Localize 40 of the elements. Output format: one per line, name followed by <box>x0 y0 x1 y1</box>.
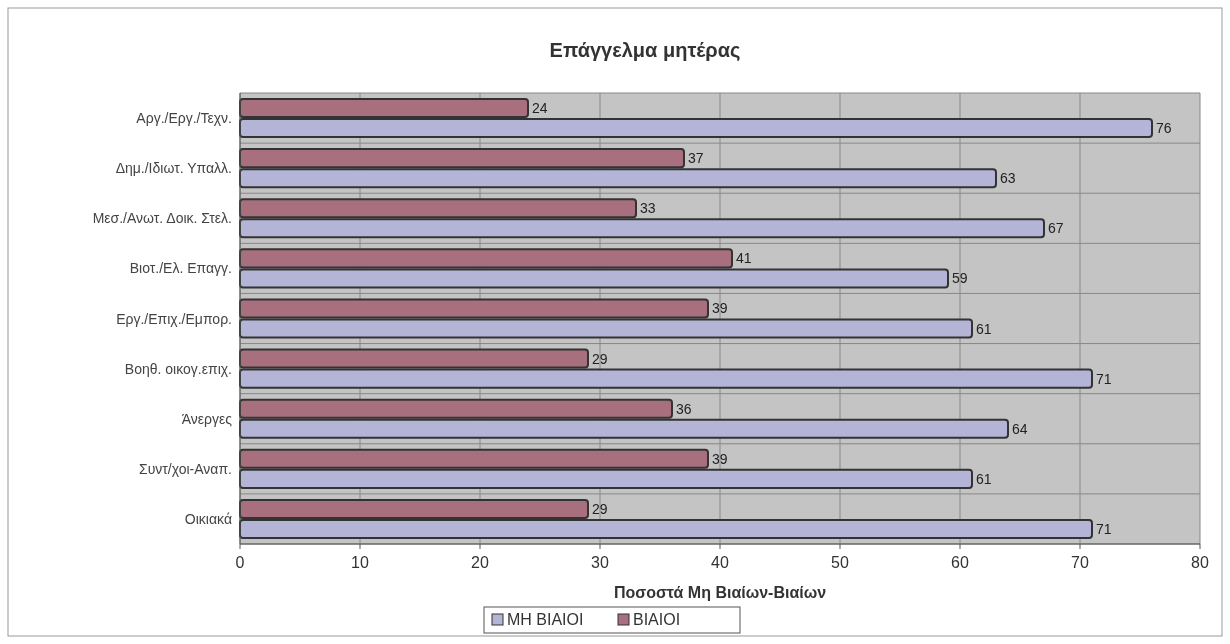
y-tick-label: Βιοτ./Ελ. Επαγγ. <box>129 260 232 277</box>
data-label: 24 <box>532 100 548 117</box>
y-tick-label: Μεσ./Ανωτ. Δοικ. Στελ. <box>92 210 232 227</box>
data-label: 61 <box>976 320 992 337</box>
x-tick-label: 10 <box>351 554 369 571</box>
x-tick-label: 50 <box>831 554 849 571</box>
x-tick-label: 60 <box>951 554 969 571</box>
x-tick-label: 40 <box>711 554 729 571</box>
data-label: 67 <box>1048 220 1064 237</box>
y-tick-label: Εργ./Επιχ./Εμπορ. <box>116 310 232 327</box>
data-label: 71 <box>1096 370 1112 387</box>
data-label: 64 <box>1012 420 1028 437</box>
data-label: 71 <box>1096 520 1112 537</box>
data-label: 76 <box>1156 120 1172 137</box>
data-label: 63 <box>1000 170 1016 187</box>
y-tick-label: Δημ./Ιδιωτ. Υπαλλ. <box>115 160 232 177</box>
chart-title: Επάγγελμα μητέρας <box>549 39 741 61</box>
data-label: 59 <box>952 270 968 287</box>
data-label: 41 <box>736 250 752 267</box>
x-tick-label: 70 <box>1071 554 1089 571</box>
legend-label: ΜΗ ΒΙΑΙΟΙ <box>507 611 584 628</box>
data-label: 36 <box>676 400 692 417</box>
legend-label: ΒΙΑΙΟΙ <box>633 611 681 628</box>
x-axis-title: Ποσοστά Μη Βιαίων-Βιαίων <box>613 584 827 601</box>
x-tick-label: 80 <box>1191 554 1209 571</box>
y-tick-label: Άνεργες <box>181 410 233 427</box>
y-tick-label: Οικιακά <box>184 510 232 527</box>
y-tick-label: Βοηθ. οικογ.επιχ. <box>124 360 232 377</box>
data-label: 39 <box>712 450 728 467</box>
y-tick-label: Αργ./Εργ./Τεχν. <box>136 110 232 127</box>
y-tick-label: Συντ/χοι-Αναπ. <box>139 460 232 477</box>
data-label: 39 <box>712 300 728 317</box>
data-label: 61 <box>976 470 992 487</box>
data-label: 29 <box>592 350 608 367</box>
x-tick-label: 0 <box>235 554 245 571</box>
data-label: 37 <box>688 150 704 167</box>
data-label: 33 <box>640 200 656 217</box>
x-tick-label: 20 <box>471 554 489 571</box>
x-tick-label: 30 <box>591 554 609 571</box>
data-label: 29 <box>592 500 608 517</box>
